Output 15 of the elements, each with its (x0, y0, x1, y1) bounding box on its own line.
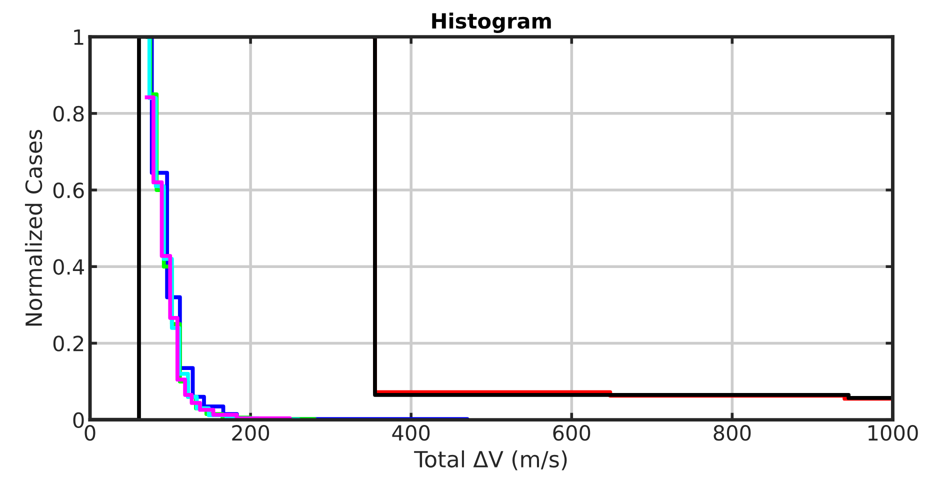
x-tick-label: 1000 (868, 425, 918, 441)
y-tick-label: 0.8 (53, 106, 84, 122)
x-tick-label: 600 (553, 425, 590, 441)
x-tick-label: 400 (392, 425, 430, 441)
x-tick-label: 800 (714, 425, 751, 441)
y-tick-label: 0.6 (53, 182, 84, 198)
y-tick-label: 1 (74, 30, 84, 45)
chart-title: Histogram (432, 12, 551, 33)
x-tick-label: 200 (232, 425, 270, 441)
x-tick-label: 0 (84, 425, 96, 441)
y-tick-label: 0.2 (53, 336, 84, 352)
y-axis-title: Normalized Cases (24, 130, 42, 326)
y-tick-label: 0.4 (53, 259, 84, 275)
x-axis-title: Total ΔV (m/s) (414, 450, 567, 470)
y-tick-label: 0 (73, 412, 84, 428)
